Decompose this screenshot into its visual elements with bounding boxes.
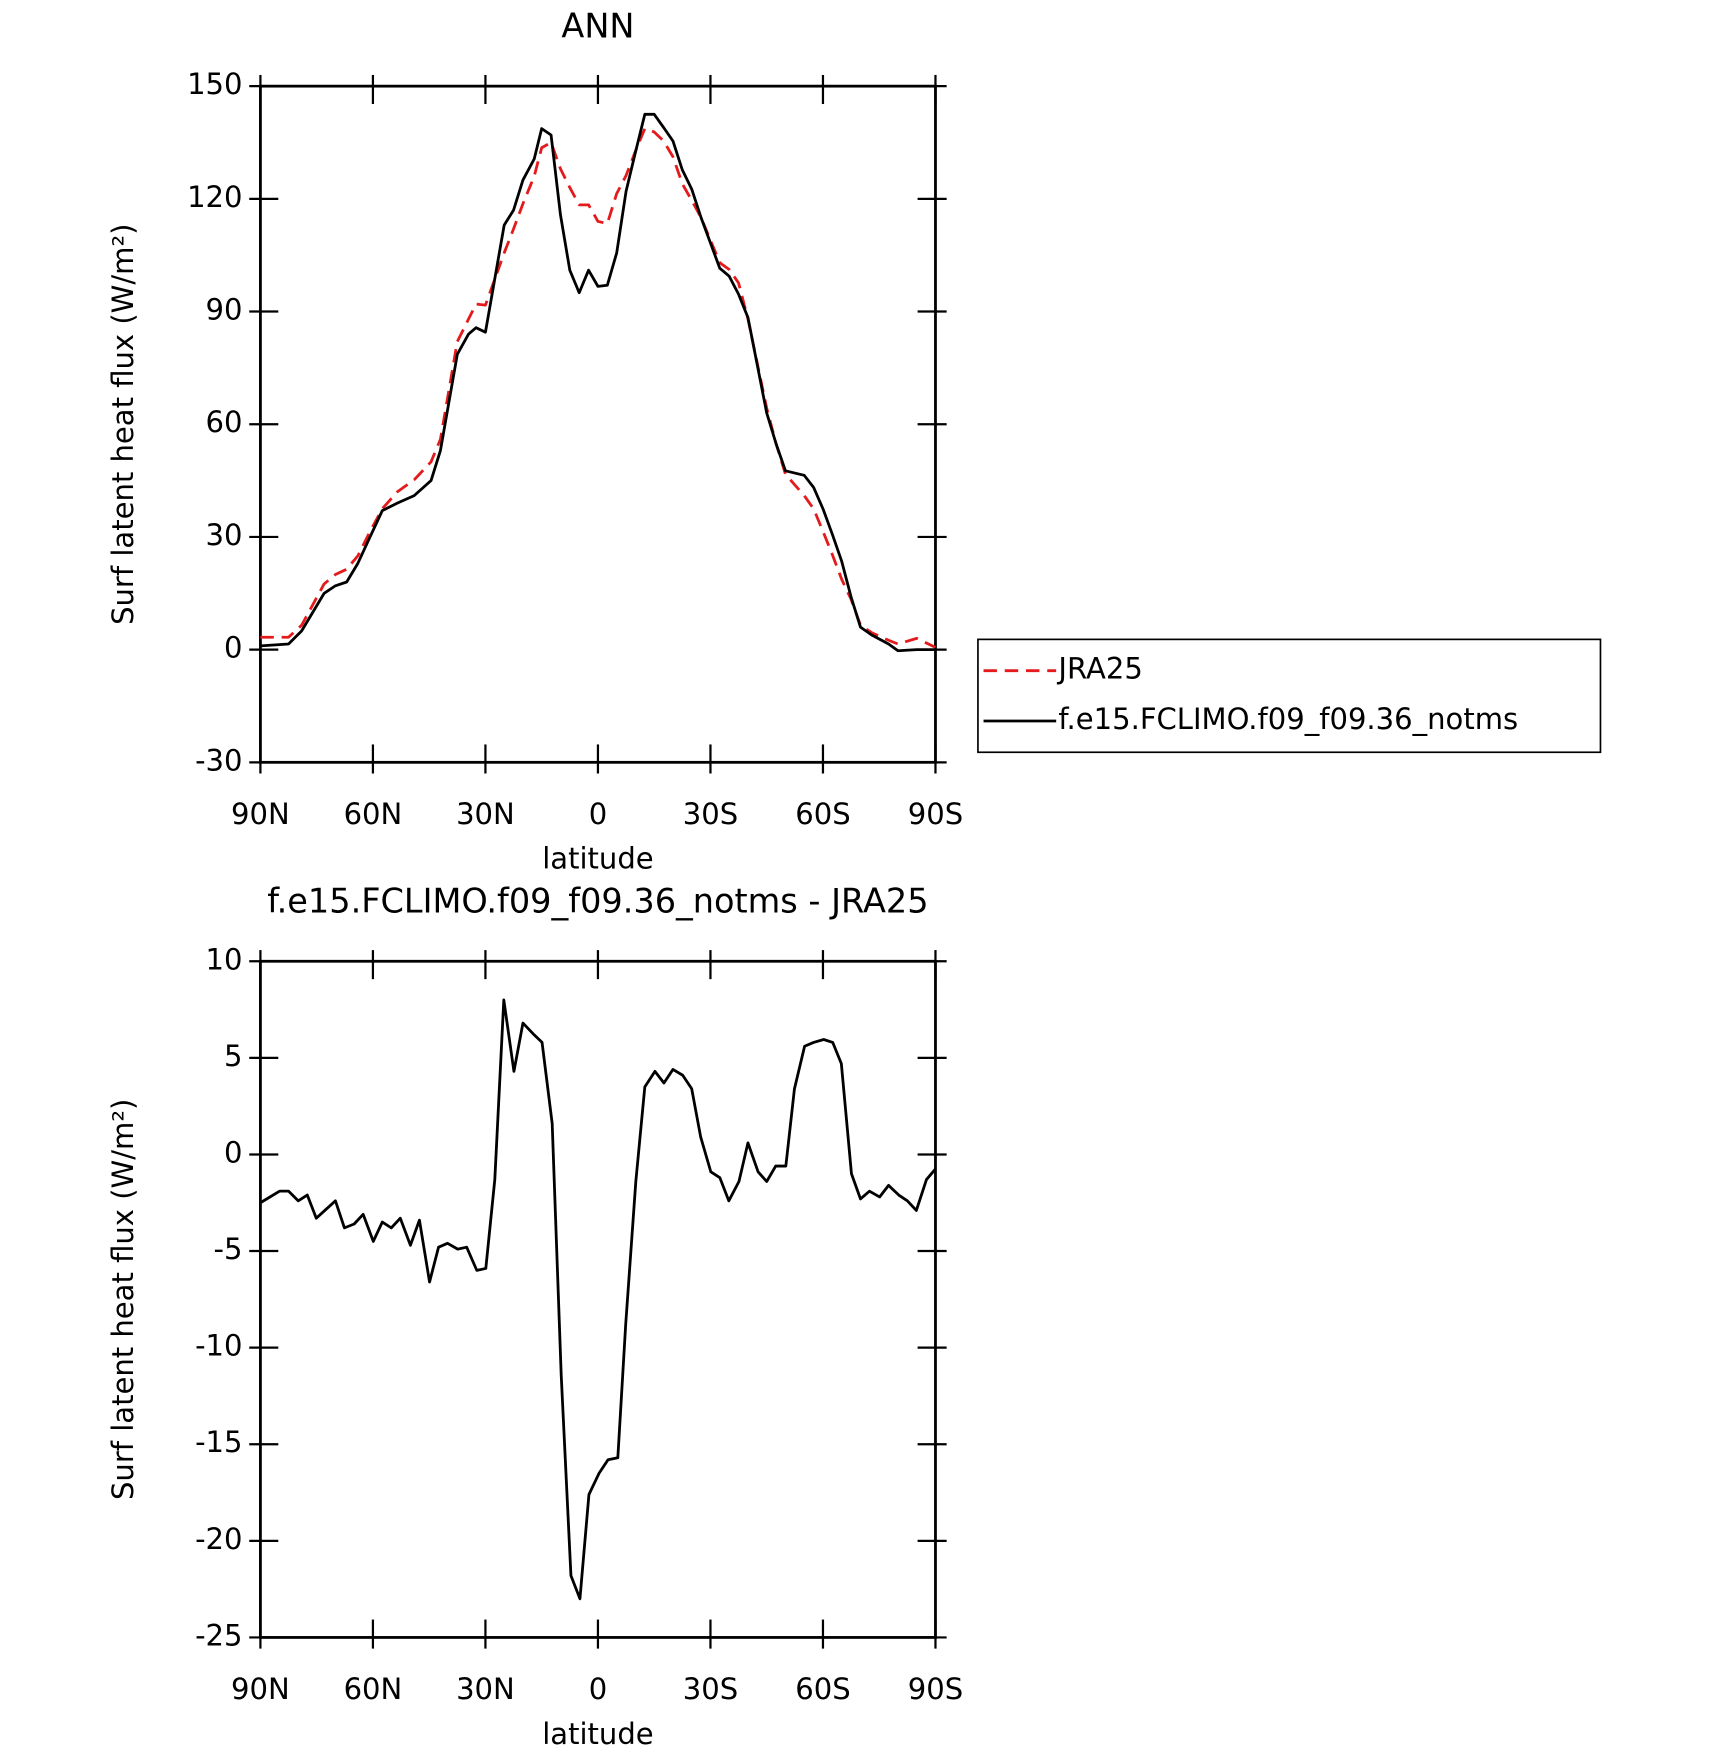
y-tick-label: -5 <box>214 1232 243 1266</box>
y-tick-label: 5 <box>224 1039 242 1073</box>
y-tick-label: 90 <box>206 293 243 327</box>
y-tick-label: 120 <box>187 180 242 214</box>
legend-label: f.e15.FCLIMO.f09_f09.36_notms <box>1058 702 1518 736</box>
chart-title: ANN <box>561 7 634 46</box>
y-tick-label: 60 <box>206 405 243 439</box>
x-tick-label: 30N <box>456 797 515 831</box>
x-tick-label: 60N <box>344 797 403 831</box>
plot-frame <box>259 84 937 764</box>
data-line <box>260 112 936 653</box>
legend-box <box>977 638 1602 754</box>
x-axis-label: latitude <box>542 842 653 876</box>
y-tick-label: -10 <box>195 1329 242 1363</box>
y-tick-label: 0 <box>224 1135 242 1169</box>
x-tick-label: 30S <box>683 1672 738 1706</box>
data-line <box>259 998 937 1601</box>
y-tick-label: -15 <box>195 1425 242 1459</box>
x-axis-label: latitude <box>542 1717 653 1751</box>
x-tick-label: 30S <box>683 797 738 831</box>
x-tick-label: 60S <box>795 1672 850 1706</box>
plot-frame <box>259 959 937 1639</box>
y-tick-label: 30 <box>206 518 243 552</box>
chart-title: f.e15.FCLIMO.f09_f09.36_notms - JRA25 <box>267 882 928 921</box>
y-tick-label: -30 <box>195 743 242 777</box>
y-tick-label: 10 <box>206 942 243 976</box>
x-tick-label: 60N <box>344 1672 403 1706</box>
y-tick-label: -25 <box>195 1618 242 1652</box>
x-tick-label: 60S <box>795 797 850 831</box>
data-line <box>260 127 937 649</box>
x-tick-label: 90S <box>908 797 963 831</box>
x-tick-label: 90N <box>231 1672 290 1706</box>
y-axis-label: Surf latent heat flux (W/m²) <box>106 224 140 625</box>
x-tick-label: 30N <box>456 1672 515 1706</box>
y-tick-label: -20 <box>195 1522 242 1556</box>
x-tick-label: 90N <box>231 797 290 831</box>
x-tick-label: 0 <box>589 797 607 831</box>
y-tick-label: 0 <box>224 631 242 665</box>
legend-label: JRA25 <box>1056 652 1142 686</box>
y-axis-label: Surf latent heat flux (W/m²) <box>106 1099 140 1500</box>
y-tick-label: 150 <box>187 67 242 101</box>
x-tick-label: 90S <box>908 1672 963 1706</box>
x-tick-label: 0 <box>589 1672 607 1706</box>
